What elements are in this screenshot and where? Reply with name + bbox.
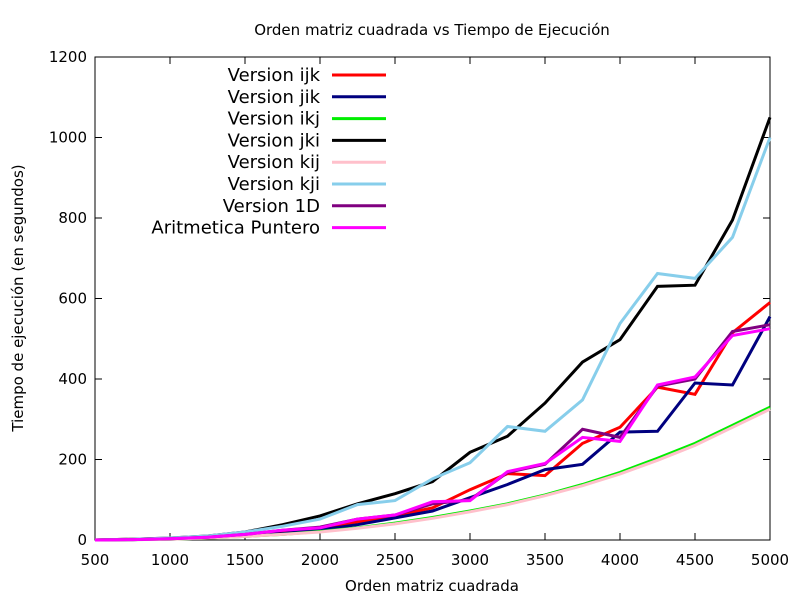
x-tick-label: 4500 (676, 551, 714, 569)
legend-label: Version kij (228, 152, 320, 173)
legend-label: Version ijk (228, 65, 321, 86)
y-tick-label: 400 (58, 370, 87, 388)
series-line-version-ikj (94, 405, 771, 542)
legend-label: Aritmetica Puntero (151, 218, 320, 239)
x-tick-label: 4000 (601, 551, 639, 569)
chart-title: Orden matriz cuadrada vs Tiempo de Ejecu… (254, 21, 610, 39)
y-tick-label: 1000 (49, 129, 87, 147)
legend-label: Version jki (228, 130, 320, 151)
legend-label: Version jik (228, 87, 321, 108)
x-tick-label: 5000 (751, 551, 789, 569)
y-tick-label: 0 (77, 531, 87, 549)
y-tick-label: 800 (58, 209, 87, 227)
series-line-version-jki (94, 116, 772, 542)
series-line-aritmetica-puntero (94, 327, 771, 542)
x-tick-label: 3000 (451, 551, 489, 569)
x-axis-label: Orden matriz cuadrada (345, 577, 519, 595)
legend-label: Version 1D (223, 196, 320, 217)
x-tick-label: 1000 (151, 551, 189, 569)
legend-label: Version kji (228, 174, 320, 195)
x-tick-label: 1500 (226, 551, 264, 569)
x-tick-label: 3500 (526, 551, 564, 569)
series-lines (94, 116, 772, 542)
y-tick-label: 1200 (49, 48, 87, 66)
plot-frame (94, 56, 771, 541)
series-line-version-kji (94, 136, 772, 542)
x-tick-label: 500 (81, 551, 110, 569)
series-line-version-kij (94, 407, 771, 542)
x-tick-label: 2500 (376, 551, 414, 569)
y-tick-label: 200 (58, 451, 87, 469)
x-tick-label: 2000 (301, 551, 339, 569)
y-axis-label: Tiempo de ejecución (en segundos) (9, 164, 27, 432)
legend-label: Version ikj (228, 109, 320, 130)
y-tick-label: 600 (58, 290, 87, 308)
axis-ticks: 500 1000 1500 2000 2500 3000 3500 4000 4500 5000 0… (49, 48, 789, 569)
